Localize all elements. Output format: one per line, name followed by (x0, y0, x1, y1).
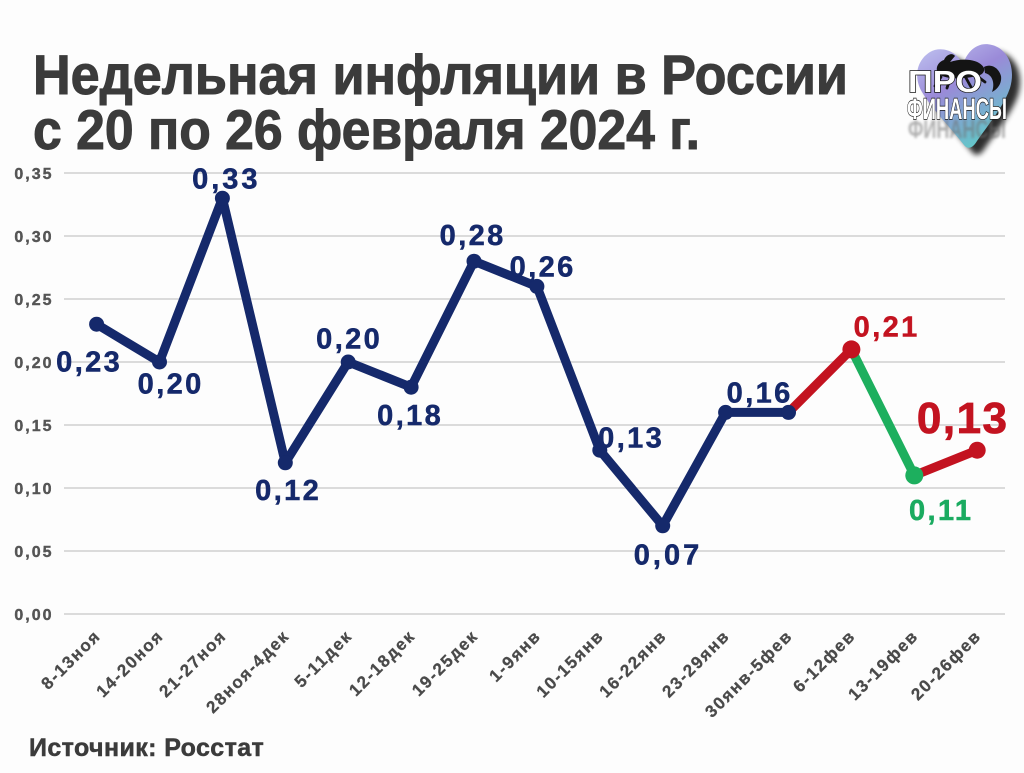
svg-text:0,28: 0,28 (440, 220, 506, 252)
svg-text:Недельная инфляции в России: Недельная инфляции в России (33, 43, 848, 106)
svg-text:0,05: 0,05 (14, 544, 53, 561)
svg-text:ФИНАНСЫ: ФИНАНСЫ (907, 93, 1007, 126)
svg-text:0,11: 0,11 (909, 495, 973, 527)
svg-text:Источник: Росстат: Источник: Росстат (29, 734, 264, 762)
svg-text:0,21: 0,21 (854, 312, 920, 344)
svg-text:0,25: 0,25 (14, 292, 53, 309)
svg-text:0,23: 0,23 (56, 347, 122, 379)
svg-text:0,35: 0,35 (14, 166, 53, 183)
svg-text:0,33: 0,33 (192, 164, 260, 196)
svg-text:0,18: 0,18 (377, 400, 443, 432)
svg-text:0,20: 0,20 (138, 369, 204, 401)
svg-text:0,13: 0,13 (598, 423, 664, 455)
svg-text:0,20: 0,20 (14, 355, 53, 372)
svg-text:0,26: 0,26 (510, 252, 576, 284)
svg-text:0,20: 0,20 (316, 324, 382, 356)
svg-text:0,00: 0,00 (14, 607, 53, 624)
svg-text:0,13: 0,13 (917, 394, 1009, 443)
svg-text:0,07: 0,07 (634, 540, 702, 572)
svg-text:0,12: 0,12 (255, 475, 321, 507)
svg-text:ПРО: ПРО (908, 64, 982, 99)
svg-text:0,16: 0,16 (727, 378, 793, 410)
svg-text:ФИНАНСЫ: ФИНАНСЫ (908, 114, 1006, 144)
svg-text:0,30: 0,30 (14, 229, 53, 246)
svg-text:0,15: 0,15 (14, 418, 53, 435)
svg-text:с 20 по 26 февраля 2024 г.: с 20 по 26 февраля 2024 г. (33, 98, 700, 161)
svg-text:0,10: 0,10 (14, 481, 53, 498)
